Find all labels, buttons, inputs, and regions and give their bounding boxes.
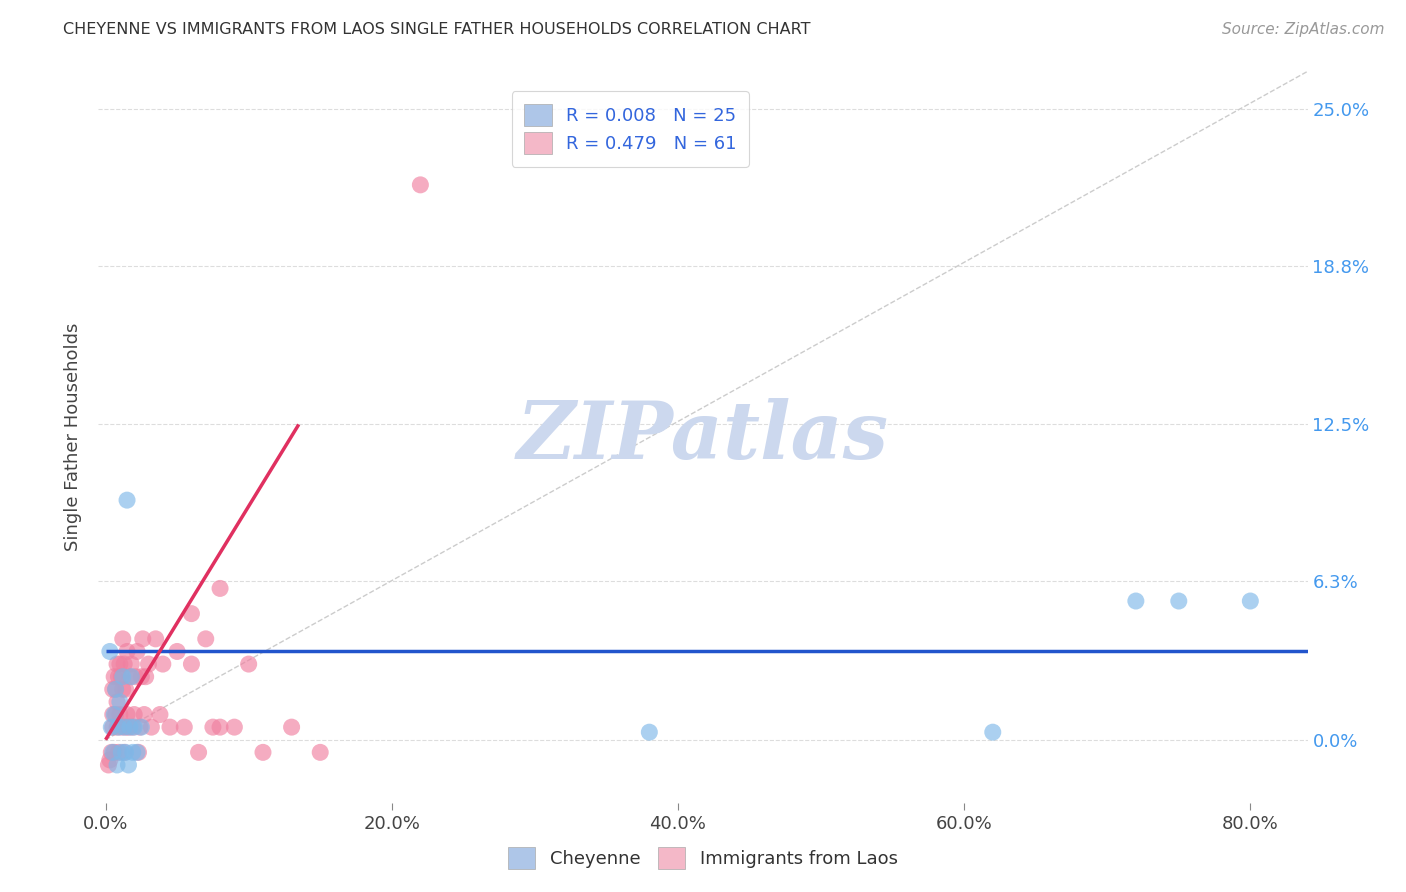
Point	[127, 745, 149, 759]
Point	[107, 720, 129, 734]
Point	[101, 745, 124, 759]
Point	[125, 745, 148, 759]
Point	[309, 745, 332, 759]
Point	[173, 720, 195, 734]
Point	[180, 607, 202, 621]
Point	[201, 720, 224, 734]
Point	[132, 632, 155, 646]
Point	[103, 707, 125, 722]
Point	[194, 632, 217, 646]
Point	[121, 745, 143, 759]
Point	[100, 720, 122, 734]
Point	[110, 745, 132, 759]
Point	[101, 682, 124, 697]
Point	[131, 670, 153, 684]
Point	[104, 707, 127, 722]
Point	[118, 670, 141, 684]
Point	[105, 695, 128, 709]
Point	[110, 720, 132, 734]
Point	[187, 745, 209, 759]
Point	[1167, 594, 1189, 608]
Point	[104, 682, 127, 697]
Point	[149, 707, 172, 722]
Point	[252, 745, 274, 759]
Point	[114, 720, 136, 734]
Point	[180, 657, 202, 671]
Point	[280, 720, 302, 734]
Point	[141, 720, 163, 734]
Point	[1125, 594, 1147, 608]
Point	[115, 707, 138, 722]
Point	[135, 670, 157, 684]
Point	[209, 720, 232, 734]
Y-axis label: Single Father Households: Single Father Households	[65, 323, 83, 551]
Point	[209, 582, 232, 596]
Point	[117, 720, 139, 734]
Point	[409, 178, 432, 192]
Point	[115, 493, 138, 508]
Point	[107, 745, 129, 759]
Point	[110, 670, 132, 684]
Point	[112, 745, 135, 759]
Point	[105, 657, 128, 671]
Point	[101, 707, 124, 722]
Point	[103, 670, 125, 684]
Point	[105, 720, 128, 734]
Point	[98, 644, 121, 658]
Point	[97, 758, 120, 772]
Point	[120, 657, 142, 671]
Point	[111, 670, 134, 684]
Point	[224, 720, 246, 734]
Point	[152, 657, 174, 671]
Point	[981, 725, 1004, 739]
Point	[112, 720, 135, 734]
Point	[124, 670, 146, 684]
Text: ZIPatlas: ZIPatlas	[517, 399, 889, 475]
Point	[159, 720, 181, 734]
Point	[98, 753, 121, 767]
Point	[129, 720, 152, 734]
Point	[122, 707, 145, 722]
Point	[638, 725, 661, 739]
Point	[108, 657, 131, 671]
Point	[112, 657, 135, 671]
Point	[107, 670, 129, 684]
Point	[134, 707, 156, 722]
Point	[108, 695, 131, 709]
Point	[105, 758, 128, 772]
Point	[166, 644, 188, 658]
Point	[117, 758, 139, 772]
Point	[238, 657, 260, 671]
Legend: R = 0.008   N = 25, R = 0.479   N = 61: R = 0.008 N = 25, R = 0.479 N = 61	[512, 91, 749, 167]
Point	[115, 644, 138, 658]
Point	[125, 644, 148, 658]
Point	[108, 707, 131, 722]
Point	[138, 657, 160, 671]
Point	[1239, 594, 1261, 608]
Point	[122, 720, 145, 734]
Point	[145, 632, 167, 646]
Point	[103, 745, 125, 759]
Point	[120, 670, 142, 684]
Text: CHEYENNE VS IMMIGRANTS FROM LAOS SINGLE FATHER HOUSEHOLDS CORRELATION CHART: CHEYENNE VS IMMIGRANTS FROM LAOS SINGLE …	[63, 22, 811, 37]
Point	[114, 745, 136, 759]
Point	[111, 632, 134, 646]
Point	[111, 682, 134, 697]
Point	[131, 720, 153, 734]
Point	[100, 745, 122, 759]
Point	[104, 682, 127, 697]
Point	[101, 720, 124, 734]
Point	[118, 720, 141, 734]
Point	[121, 720, 143, 734]
Text: Source: ZipAtlas.com: Source: ZipAtlas.com	[1222, 22, 1385, 37]
Point	[114, 682, 136, 697]
Legend: Cheyenne, Immigrants from Laos: Cheyenne, Immigrants from Laos	[499, 838, 907, 879]
